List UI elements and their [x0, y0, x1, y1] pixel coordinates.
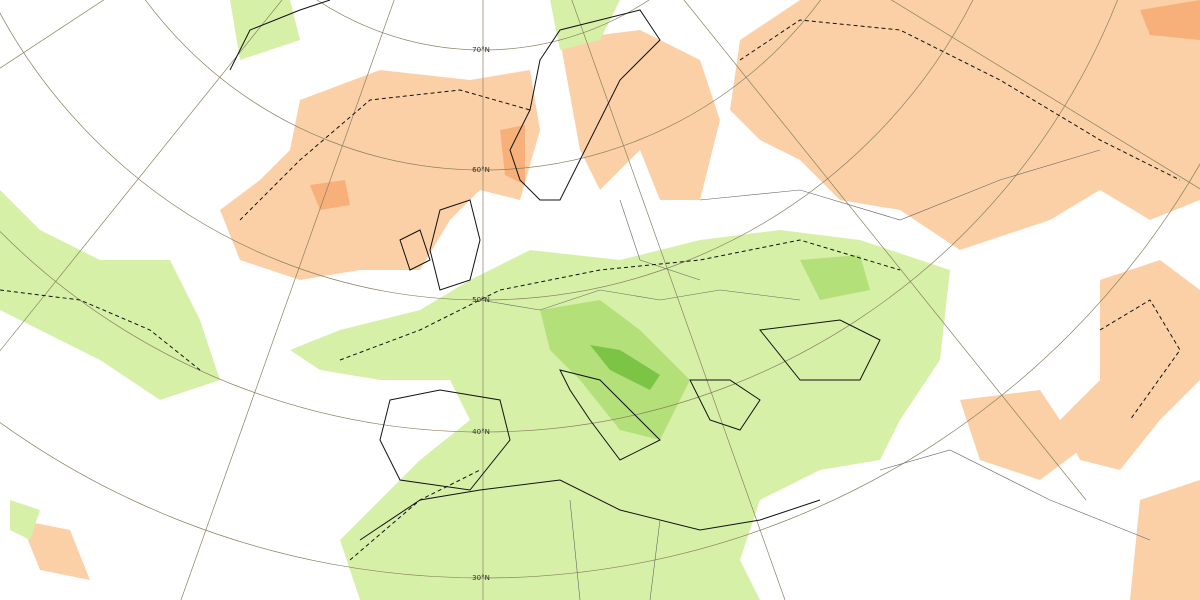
latitude-labels: 70°N 60°N 50°N 40°N 30°N: [472, 46, 490, 582]
latitude-label: 70°N: [472, 46, 490, 54]
latitude-label: 50°N: [472, 296, 490, 304]
latitude-label: 40°N: [472, 428, 490, 436]
anomaly-positive: [20, 0, 1200, 600]
latitude-label: 30°N: [472, 574, 490, 582]
latitude-label: 60°N: [472, 166, 490, 174]
contour-zero: [0, 19, 1181, 561]
coastlines: [229, 0, 881, 541]
borders: [479, 149, 1151, 600]
anomaly-negative: [0, 0, 950, 600]
